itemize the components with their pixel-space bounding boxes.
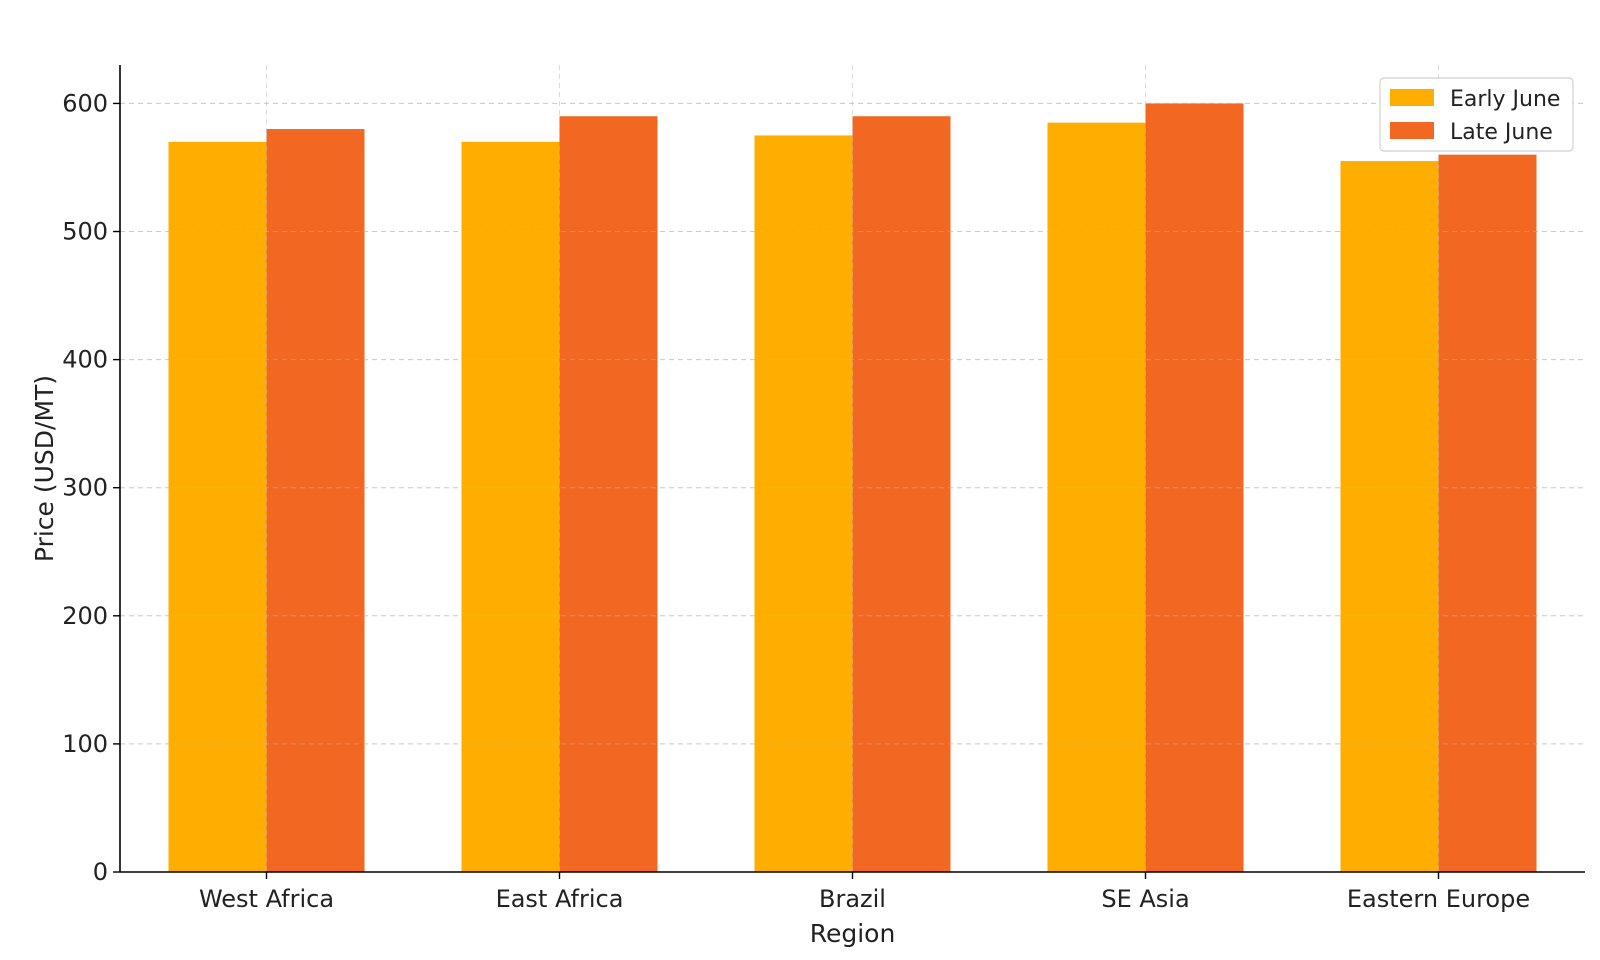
bar-late-june-0 <box>266 129 365 873</box>
y-tick-label: 0 <box>93 858 108 886</box>
bar-late-june-3 <box>1145 103 1244 872</box>
legend-label: Late June <box>1450 120 1553 145</box>
bar-early-june-4 <box>1340 161 1439 873</box>
legend-swatch <box>1390 122 1434 139</box>
x-tick-label: East Africa <box>496 885 624 913</box>
legend: Early June Late June <box>1379 77 1574 152</box>
y-ticks: 0 100 200 300 400 500 600 <box>62 89 120 886</box>
y-axis-title: Price (USD/MT) <box>30 375 59 562</box>
legend-label: Early June <box>1450 87 1560 112</box>
bar-late-june-2 <box>852 116 951 872</box>
y-tick-label: 600 <box>62 89 108 117</box>
bar-late-june-4 <box>1438 154 1537 872</box>
bar-early-june-0 <box>168 141 267 872</box>
y-tick-label: 100 <box>62 730 108 758</box>
x-tick-label: Eastern Europe <box>1347 885 1530 913</box>
x-tick-label: West Africa <box>199 885 334 913</box>
y-tick-label: 500 <box>62 218 108 246</box>
bars-layer <box>120 65 1585 873</box>
x-ticks: West Africa East Africa Brazil SE Asia Easte… <box>199 872 1530 913</box>
bar-late-june-1 <box>559 116 658 872</box>
bar-early-june-3 <box>1047 122 1146 872</box>
y-tick-label: 400 <box>62 346 108 374</box>
x-tick-label: SE Asia <box>1101 885 1189 913</box>
legend-swatch <box>1390 89 1434 106</box>
x-axis-title: Region <box>810 919 896 948</box>
legend-items: Early June Late June <box>1390 87 1560 145</box>
bar-early-june-1 <box>461 141 560 872</box>
y-tick-label: 300 <box>62 474 108 502</box>
y-tick-label: 200 <box>62 602 108 630</box>
x-tick-label: Brazil <box>819 885 886 913</box>
bar-early-june-2 <box>754 135 853 872</box>
